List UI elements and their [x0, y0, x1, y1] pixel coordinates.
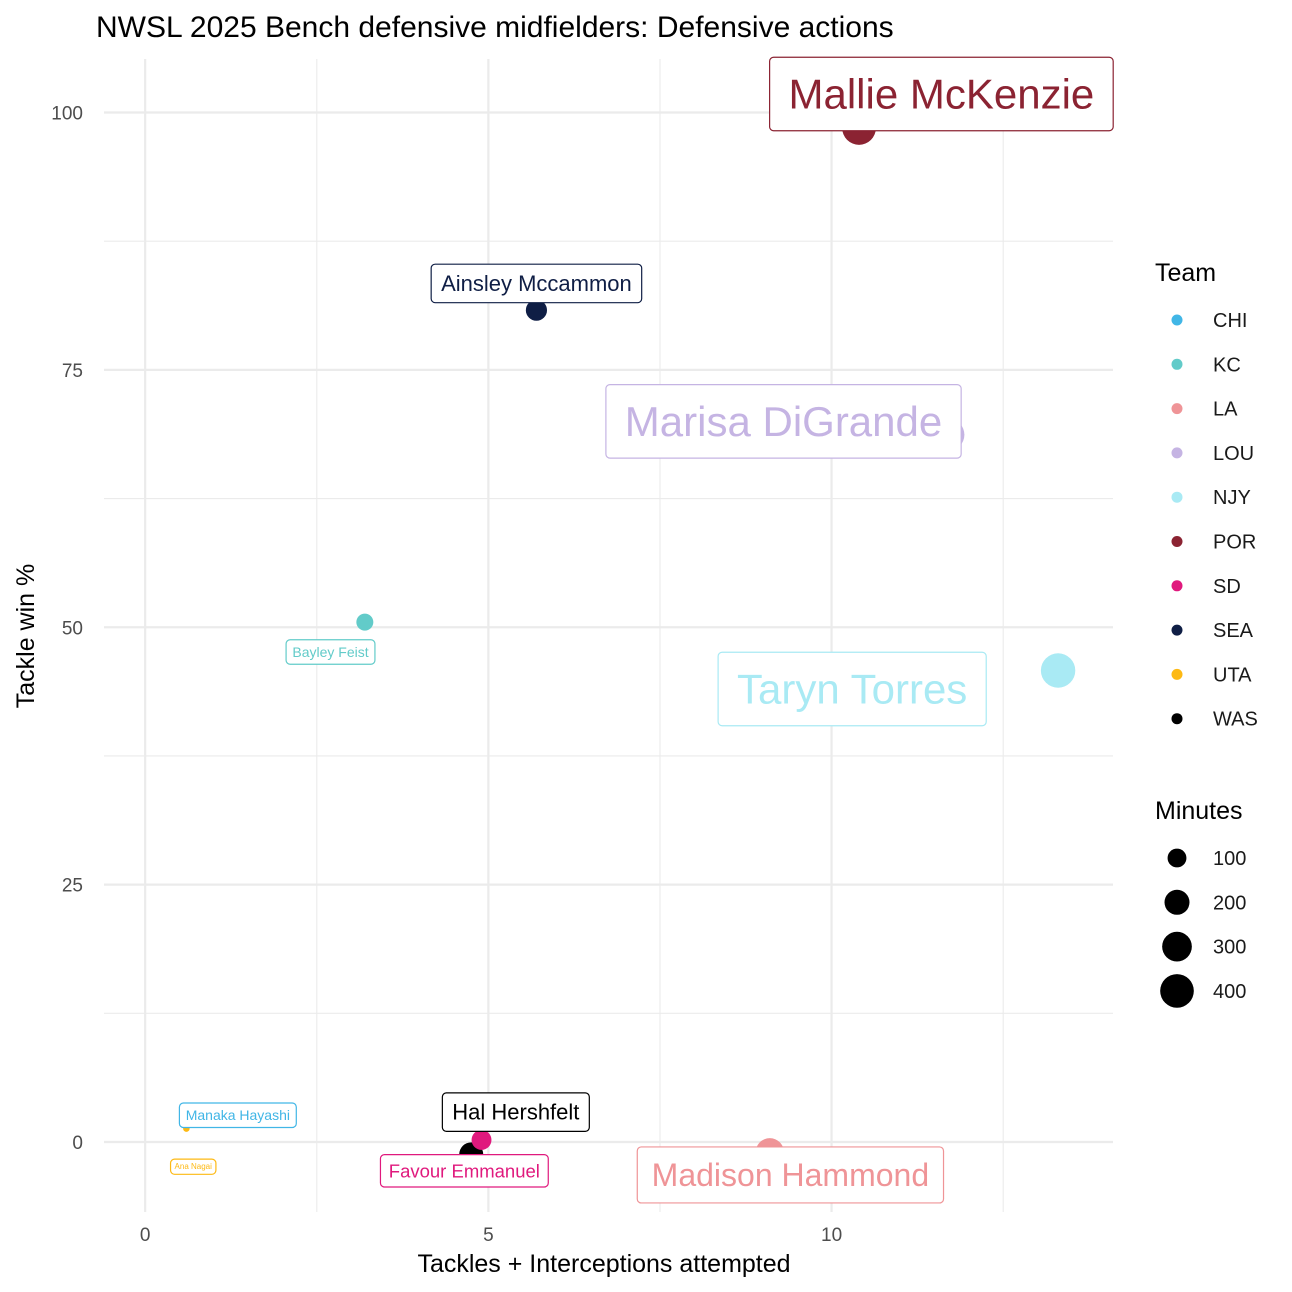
point-label: Favour Emmanuel: [379, 1154, 549, 1188]
legend-label: UTA: [1213, 664, 1252, 686]
legend-item-njy: NJY: [1171, 487, 1251, 509]
team-legend-title: Team: [1155, 259, 1216, 287]
legend-item-kc: KC: [1171, 354, 1241, 376]
point-label: Madison Hammond: [636, 1146, 945, 1204]
legend-label: LOU: [1213, 443, 1254, 465]
label-text: Ainsley Mccammon: [441, 271, 632, 296]
legend-swatch: [1171, 713, 1183, 725]
legend-label: SEA: [1213, 620, 1254, 642]
size-legend-label: 100: [1213, 848, 1246, 870]
label-text: Taryn Torres: [737, 666, 967, 713]
label-text: Bayley Feist: [292, 644, 368, 660]
minutes-legend: Minutes 100 200 300 400: [1155, 797, 1246, 1008]
legend-item-sea: SEA: [1171, 620, 1254, 642]
x-tick-label: 5: [483, 1225, 494, 1246]
legend-item-chi: CHI: [1171, 310, 1247, 332]
legend-item-por: POR: [1171, 532, 1256, 554]
x-axis-title: Tackles + Interceptions attempted: [417, 1250, 790, 1278]
legend-swatch: [1171, 403, 1183, 415]
label-box: [430, 263, 643, 304]
data-point: [525, 299, 548, 321]
size-legend-label: 200: [1213, 892, 1246, 914]
size-legend-item: 100: [1167, 848, 1246, 870]
point-label: Bayley Feist: [285, 639, 376, 665]
label-text: Mallie McKenzie: [789, 71, 1095, 118]
point-label: Taryn Torres: [717, 651, 987, 727]
legend-label: KC: [1213, 354, 1241, 376]
team-legend: Team CHI KC LA LOU NJY POR SD SEA UTA WAS: [1155, 259, 1258, 731]
legend-swatch: [1171, 491, 1183, 503]
legend-swatch: [1171, 668, 1183, 680]
label-box: [769, 56, 1114, 132]
point-label: Marisa DiGrande: [605, 384, 962, 459]
label-box: [605, 384, 962, 459]
label-text: Manaka Hayashi: [186, 1107, 290, 1123]
legend-swatch: [1171, 314, 1183, 326]
label-box: [379, 1154, 549, 1188]
x-axis-ticks: 0 5 10: [140, 1225, 842, 1246]
label-box: [285, 639, 376, 665]
legend-label: SD: [1213, 576, 1241, 598]
label-text: Marisa DiGrande: [625, 398, 942, 445]
legend-label: CHI: [1213, 310, 1247, 332]
y-tick-label: 100: [51, 104, 83, 125]
legend-item-uta: UTA: [1171, 664, 1252, 686]
legend-swatch: [1171, 580, 1183, 592]
data-point: [356, 613, 374, 631]
legend-label: WAS: [1213, 709, 1258, 731]
minutes-legend-title: Minutes: [1155, 797, 1243, 825]
legend-label: LA: [1213, 399, 1238, 421]
size-legend-item: 400: [1160, 974, 1246, 1008]
label-box: [178, 1102, 297, 1129]
data-point: [471, 1129, 492, 1150]
label-text: Hal Hershfelt: [452, 1100, 579, 1125]
legend-swatch: [1171, 358, 1183, 370]
x-tick-label: 10: [821, 1225, 842, 1246]
point-label: Hal Hershfelt: [441, 1092, 590, 1132]
y-axis-title: Tackle win %: [12, 564, 40, 709]
size-legend-item: 300: [1162, 931, 1246, 962]
label-text: Ana Nagai: [175, 1162, 213, 1171]
chart-title: NWSL 2025 Bench defensive midfielders: D…: [96, 11, 894, 44]
legend-swatch: [1171, 447, 1183, 459]
y-tick-label: 0: [72, 1133, 83, 1154]
legend-swatch: [1171, 536, 1183, 547]
point-label: Ana Nagai: [169, 1158, 217, 1175]
point-label: Mallie McKenzie: [769, 56, 1114, 132]
legend-item-la: LA: [1171, 399, 1238, 421]
point-label: Manaka Hayashi: [178, 1102, 297, 1129]
size-legend-item: 200: [1164, 889, 1246, 915]
point-label: Ainsley Mccammon: [430, 263, 643, 304]
label-text: Madison Hammond: [652, 1157, 929, 1193]
legend-swatch: [1171, 624, 1183, 636]
label-box: [169, 1158, 217, 1175]
data-point: [1040, 653, 1076, 688]
y-tick-label: 75: [62, 361, 83, 382]
legend-item-sd: SD: [1171, 576, 1241, 598]
grid: [104, 59, 1113, 1212]
x-tick-label: 0: [140, 1225, 151, 1246]
label-box: [717, 651, 987, 727]
legend-label: NJY: [1213, 487, 1251, 509]
y-tick-label: 25: [62, 876, 83, 897]
size-legend-label: 400: [1213, 981, 1246, 1003]
size-swatch: [1164, 889, 1190, 915]
y-axis-ticks: 0 25 50 75 100: [51, 104, 83, 1154]
size-swatch: [1160, 974, 1194, 1008]
legend-label: POR: [1213, 532, 1256, 554]
size-swatch: [1162, 931, 1192, 962]
legend-item-lou: LOU: [1171, 443, 1254, 465]
legend-item-was: WAS: [1171, 709, 1258, 731]
point-labels: Mallie McKenzie Ainsley Mccammon Marisa Di…: [169, 56, 1114, 1204]
label-box: [636, 1146, 945, 1204]
size-swatch: [1167, 848, 1187, 868]
label-box: [441, 1092, 590, 1132]
label-text: Favour Emmanuel: [389, 1160, 540, 1181]
y-tick-label: 50: [62, 618, 83, 639]
size-legend-label: 300: [1213, 937, 1246, 959]
